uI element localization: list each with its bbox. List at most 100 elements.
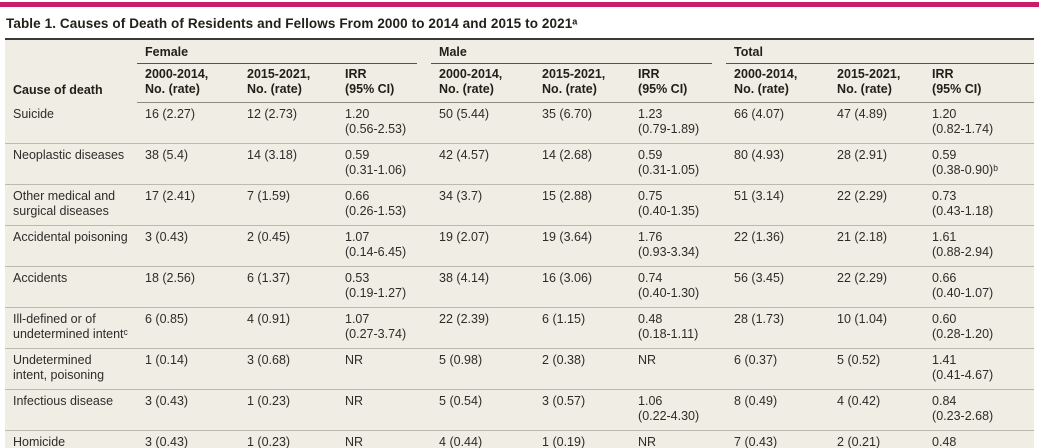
column-header-cause-of-death: Cause of death [13, 82, 103, 97]
cell-total-2000-2014: 22 (1.36) [726, 225, 830, 267]
table-row: Infectious disease 3 (0.43) 1 (0.23) NR … [5, 389, 1035, 431]
cell-total-2015-2021: 4 (0.42) [829, 389, 925, 431]
cell-male-2015-2021: 1 (0.19) [534, 430, 631, 448]
cell-total-irr: 1.61 (0.88-2.94) [924, 225, 1035, 267]
table-row: Neoplastic diseases 38 (5.4) 14 (3.18) 0… [5, 143, 1035, 185]
cell-female-irr: 1.20 (0.56-2.53) [345, 107, 407, 136]
group-header-male: Male [431, 39, 726, 64]
cell-male-2000-2014: 42 (4.57) [431, 143, 535, 185]
cell-total-2015-2021: 22 (2.29) [829, 266, 925, 308]
table-row: Accidents 18 (2.56) 6 (1.37) 0.53 (0.19-… [5, 266, 1035, 308]
table-title: Table 1. Causes of Death of Residents an… [6, 16, 578, 31]
column-header-male-2015-2021: 2015-2021, No. (rate) [534, 64, 631, 103]
column-header-male-irr: IRR (95% CI) [630, 64, 727, 103]
cell-male-2015-2021: 3 (0.57) [534, 389, 631, 431]
table-row: Other medical and surgical diseases 17 (… [5, 184, 1035, 226]
cell-total-irr: 0.84 (0.23-2.68) [924, 389, 1035, 431]
cell-male-irr: 0.74 (0.40-1.30) [630, 266, 727, 308]
cell-female-irr: 1.07 (0.14-6.45) [337, 225, 432, 267]
cell-male-2000-2014: 38 (4.14) [431, 266, 535, 308]
cell-male-2000-2014: 34 (3.7) [431, 184, 535, 226]
cell-total-2000-2014: 6 (0.37) [726, 348, 830, 390]
row-header-cause: Infectious disease [5, 389, 137, 431]
cell-total-2000-2014: 80 (4.93) [726, 143, 830, 185]
cell-female-2000-2014: 3 (0.43) [137, 430, 239, 448]
cell-female-2015-2021: 4 (0.91) [239, 307, 337, 349]
group-label-total: Total [734, 45, 763, 59]
cell-female-2000-2014: 18 (2.56) [137, 266, 239, 308]
column-header-female-irr: IRR (95% CI) [337, 64, 432, 103]
cell-male-irr: NR [630, 430, 727, 448]
cell-female-irr: 0.59 (0.31-1.06) [337, 143, 432, 185]
cell-female-irr: 1.07 (0.27-3.74) [337, 307, 432, 349]
cell-female-irr: NR [337, 430, 432, 448]
row-header-cause: Neoplastic diseases [5, 143, 137, 185]
cell-female-irr: NR [337, 348, 432, 390]
table-row: Homicide 3 (0.43) 1 (0.23) NR 4 (0.44) 1… [5, 430, 1035, 448]
row-header-cause: Other medical and surgical diseases [5, 184, 137, 226]
cell-total-irr: 0.48 (0.07-1.99) [924, 430, 1035, 448]
cell-female-2015-2021: 6 (1.37) [239, 266, 337, 308]
cell-female-2000-2014: 1 (0.14) [137, 348, 239, 390]
column-header-total-2015-2021: 2015-2021, No. (rate) [829, 64, 925, 103]
cell-total-irr: 0.73 (0.43-1.18) [924, 184, 1035, 226]
group-header-female: Female [137, 39, 431, 64]
row-header-cause: Accidents [5, 266, 137, 308]
cell-male-irr: NR [630, 348, 727, 390]
cell-male-irr: 0.48 (0.18-1.11) [630, 307, 727, 349]
cell-total-2015-2021: 2 (0.21) [829, 430, 925, 448]
cell-female-2015-2021: 1 (0.23) [239, 430, 337, 448]
cell-male-2000-2014: 50 (5.44) [439, 107, 490, 121]
table-row: Accidental poisoning 3 (0.43) 2 (0.45) 1… [5, 225, 1035, 267]
cell-total-2015-2021: 5 (0.52) [829, 348, 925, 390]
cell-male-2000-2014: 5 (0.54) [431, 389, 535, 431]
column-header-total-2000-2014: 2000-2014, No. (rate) [726, 64, 830, 103]
column-header-total-irr: IRR (95% CI) [924, 64, 1035, 103]
column-header-female-2000-2014: 2000-2014, No. (rate) [137, 64, 239, 103]
causes-of-death-table: Cause of death Female Male Total 2000-20… [5, 38, 1035, 448]
cell-female-2000-2014: 3 (0.43) [137, 225, 239, 267]
group-header-total: Total [726, 39, 1035, 64]
cell-male-2000-2014: 4 (0.44) [431, 430, 535, 448]
group-label-female: Female [145, 45, 189, 59]
cell-total-irr: 0.66 (0.40-1.07) [924, 266, 1035, 308]
cell-total-2000-2014: 7 (0.43) [726, 430, 830, 448]
column-header-female-2015-2021: 2015-2021, No. (rate) [239, 64, 337, 103]
group-label-male: Male [439, 45, 467, 59]
cell-male-2015-2021: 6 (1.15) [534, 307, 631, 349]
cell-male-2015-2021: 16 (3.06) [534, 266, 631, 308]
cell-female-2000-2014: 6 (0.85) [137, 307, 239, 349]
cell-total-2000-2014: 51 (3.14) [726, 184, 830, 226]
cell-female-2000-2014: 17 (2.41) [137, 184, 239, 226]
cell-male-2000-2014: 22 (2.39) [431, 307, 535, 349]
cell-female-2015-2021: 12 (2.73) [247, 107, 298, 121]
cell-female-2015-2021: 14 (3.18) [239, 143, 337, 185]
cell-total-2000-2014: 66 (4.07) [734, 107, 785, 121]
table-row: Ill-defined or of undetermined intentᶜ 6… [5, 307, 1035, 349]
table-row: Undetermined intent, poisoning 1 (0.14) … [5, 348, 1035, 390]
row-header-cause: Suicide [13, 106, 54, 121]
cell-female-2015-2021: 1 (0.23) [239, 389, 337, 431]
cell-total-2000-2014: 56 (3.45) [726, 266, 830, 308]
cell-male-irr: 0.59 (0.31-1.05) [630, 143, 727, 185]
cell-total-irr: 1.41 (0.41-4.67) [924, 348, 1035, 390]
cell-total-irr: 0.59 (0.38-0.90)ᵇ [924, 143, 1035, 185]
cell-total-2015-2021: 21 (2.18) [829, 225, 925, 267]
cell-female-irr: 0.53 (0.19-1.27) [337, 266, 432, 308]
cell-total-2015-2021: 10 (1.04) [829, 307, 925, 349]
cell-female-2000-2014: 3 (0.43) [137, 389, 239, 431]
cell-total-2015-2021: 22 (2.29) [829, 184, 925, 226]
cell-male-irr: 1.23 (0.79-1.89) [638, 107, 700, 136]
cell-male-irr: 1.76 (0.93-3.34) [630, 225, 727, 267]
cell-total-2015-2021: 28 (2.91) [829, 143, 925, 185]
cell-total-2000-2014: 28 (1.73) [726, 307, 830, 349]
cell-male-2015-2021: 35 (6.70) [542, 107, 593, 121]
cell-male-irr: 0.75 (0.40-1.35) [630, 184, 727, 226]
row-header-cause: Accidental poisoning [5, 225, 137, 267]
cell-female-2000-2014: 16 (2.27) [145, 107, 196, 121]
cell-male-2000-2014: 19 (2.07) [431, 225, 535, 267]
journal-accent-bar [0, 2, 1039, 7]
cell-male-2000-2014: 5 (0.98) [431, 348, 535, 390]
group-header-row: Cause of death Female Male Total [5, 39, 1035, 97]
